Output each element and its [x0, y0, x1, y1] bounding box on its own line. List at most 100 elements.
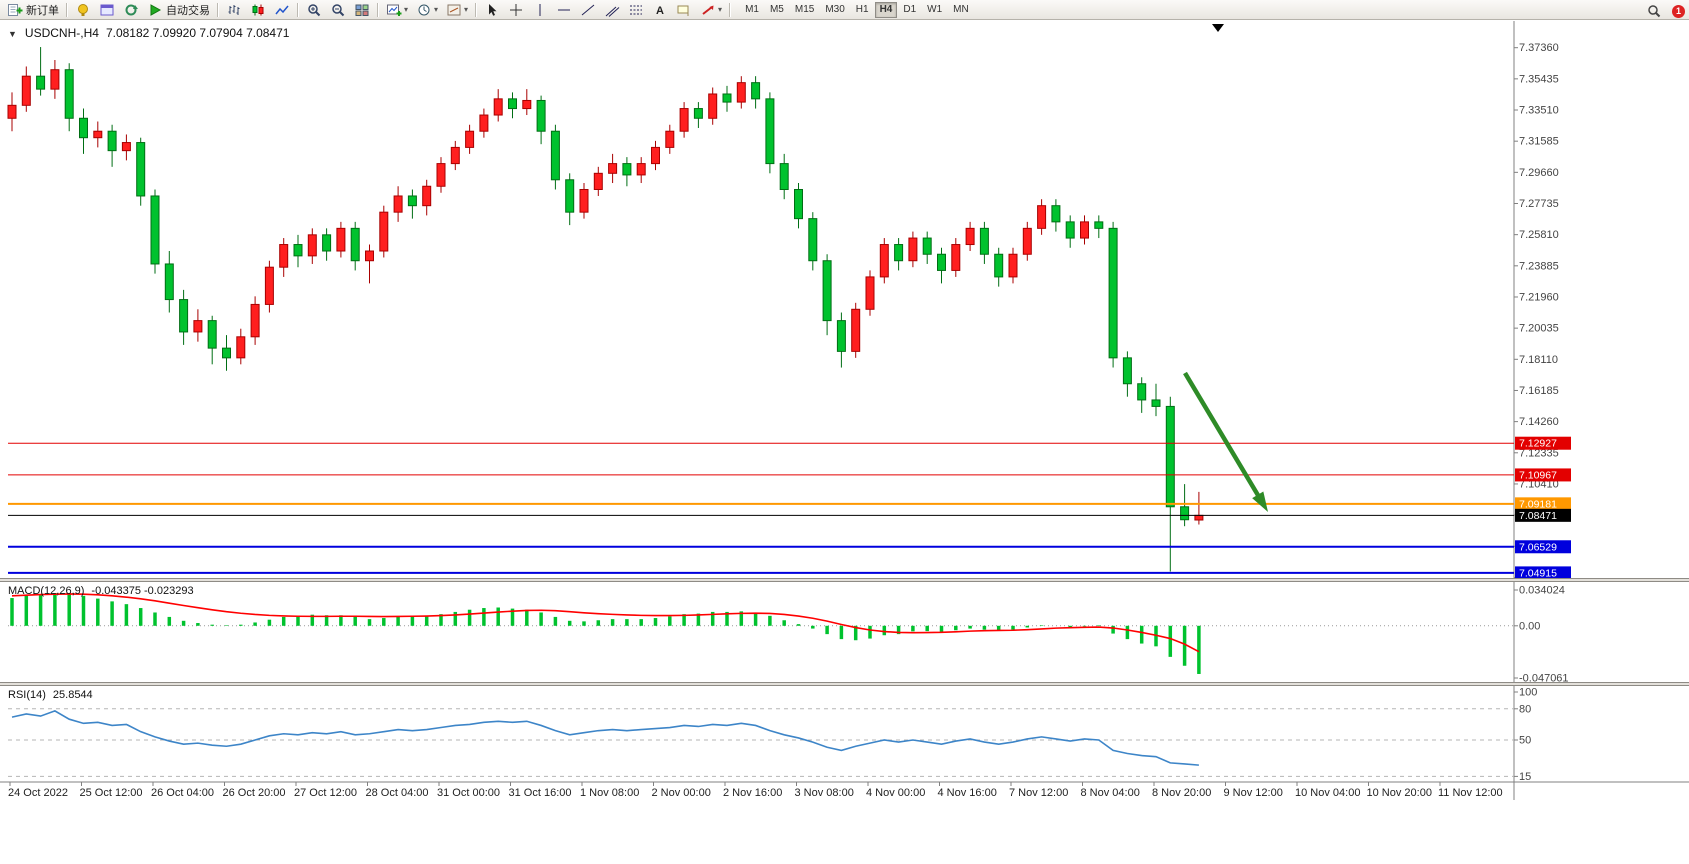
trendline-button[interactable]: [576, 1, 600, 19]
timeframe-group: M1 M5 M15 M30 H1 H4 D1 W1 MN: [740, 1, 974, 18]
toolbar-separator: [66, 2, 68, 17]
notification-badge[interactable]: 1: [1672, 4, 1685, 18]
macd-title: MACD(12,26,9): [8, 585, 85, 597]
text-button[interactable]: A: [648, 1, 672, 19]
autotrading-button-label: 自动交易: [166, 4, 210, 17]
lamp-icon: [75, 3, 91, 17]
symbol-period-label: USDCNH-,H4: [24, 26, 99, 40]
svg-text:11 Nov 12:00: 11 Nov 12:00: [1438, 787, 1503, 799]
template-icon: [446, 3, 462, 17]
channel-icon: [604, 3, 620, 17]
zoom-in-icon: [306, 3, 322, 17]
timeframe-m1-button[interactable]: M1: [740, 2, 764, 18]
bars-icon: [226, 3, 242, 17]
timeframe-d1-button[interactable]: D1: [898, 2, 921, 18]
search-button[interactable]: [1642, 2, 1666, 20]
rsi-title: RSI(14): [8, 689, 46, 701]
toolbar-buttons: 新订单 自动交易 ▾ ▾ ▾ A ▾: [3, 1, 734, 19]
play-icon: [147, 3, 163, 17]
svg-text:7.31585: 7.31585: [1519, 136, 1559, 148]
horizontal-line-button[interactable]: [552, 1, 576, 19]
timeframe-m5-button[interactable]: M5: [765, 2, 789, 18]
new-order-icon: [7, 3, 23, 17]
svg-text:7.18110: 7.18110: [1519, 354, 1558, 366]
toolbar-separator: [475, 2, 478, 17]
panel-separator[interactable]: [0, 578, 1689, 582]
crosshair-button[interactable]: [504, 1, 528, 19]
toolbar-separator: [297, 2, 299, 17]
templates-button[interactable]: ▾: [442, 1, 472, 19]
svg-text:7.06529: 7.06529: [1519, 541, 1557, 553]
svg-text:26 Oct 04:00: 26 Oct 04:00: [151, 787, 214, 799]
zoom-in-button[interactable]: [302, 1, 326, 19]
svg-text:31 Oct 00:00: 31 Oct 00:00: [437, 787, 500, 799]
timeframe-h1-button[interactable]: H1: [851, 2, 874, 18]
bar-chart-button[interactable]: [222, 1, 246, 19]
crosshair-icon: [508, 3, 524, 17]
arrows-button[interactable]: ▾: [696, 1, 726, 19]
svg-text:24 Oct 2022: 24 Oct 2022: [8, 787, 68, 799]
current-price-line-price-tag: 7.08471: [1515, 508, 1571, 522]
collapse-arrow-icon[interactable]: ▼: [8, 29, 17, 39]
svg-text:25 Oct 12:00: 25 Oct 12:00: [80, 787, 143, 799]
timeframe-m15-button[interactable]: M15: [790, 2, 819, 18]
svg-text:7.35435: 7.35435: [1519, 73, 1559, 85]
new-chart-icon: [386, 3, 402, 17]
arrow-icon: [700, 3, 716, 17]
panel-icon: [99, 3, 115, 17]
new-order-button-label: 新订单: [26, 4, 59, 17]
label-icon: [676, 3, 692, 17]
vertical-line-button[interactable]: [528, 1, 552, 19]
candlestick-chart-button[interactable]: [246, 1, 270, 19]
tile-windows-button[interactable]: [350, 1, 374, 19]
autotrading-button[interactable]: 自动交易: [143, 1, 214, 19]
fibonacci-button[interactable]: [624, 1, 648, 19]
navigator-button[interactable]: [119, 1, 143, 19]
svg-text:7.14260: 7.14260: [1519, 416, 1559, 428]
timeframe-m30-button[interactable]: M30: [820, 2, 849, 18]
svg-text:50: 50: [1519, 735, 1531, 747]
svg-text:4 Nov 16:00: 4 Nov 16:00: [938, 787, 997, 799]
data-window-button[interactable]: [95, 1, 119, 19]
vline-icon: [532, 3, 548, 17]
trend-arrow-annotation[interactable]: [1183, 371, 1268, 512]
svg-text:26 Oct 20:00: 26 Oct 20:00: [223, 787, 286, 799]
resistance-line-2-price-tag: 7.10967: [1515, 468, 1571, 482]
hline-icon: [556, 3, 572, 17]
time-axis[interactable]: 24 Oct 2022 25 Oct 12:00 26 Oct 04:00 26 Oc…: [8, 782, 1503, 799]
svg-text:4 Nov 00:00: 4 Nov 00:00: [866, 787, 925, 799]
tile-icon: [354, 3, 370, 17]
line-chart-button[interactable]: [270, 1, 294, 19]
zoom-out-button[interactable]: [326, 1, 350, 19]
svg-text:28 Oct 04:00: 28 Oct 04:00: [366, 787, 429, 799]
market-watch-button[interactable]: [71, 1, 95, 19]
cursor-button[interactable]: [480, 1, 504, 19]
svg-text:7.21960: 7.21960: [1519, 291, 1559, 303]
timeframe-h4-button[interactable]: H4: [874, 1, 898, 18]
linechart-icon: [274, 3, 290, 17]
timeframe-mn-button[interactable]: MN: [948, 2, 974, 18]
chevron-down-icon: ▾: [718, 5, 723, 14]
new-chart-button[interactable]: ▾: [382, 1, 412, 19]
chart-shift-marker[interactable]: [1212, 24, 1224, 32]
chart-header: ▼ USDCNH-,H4 7.08182 7.09920 7.07904 7.0…: [8, 26, 289, 40]
svg-text:7.33510: 7.33510: [1519, 105, 1559, 117]
periods-button[interactable]: ▾: [412, 1, 442, 19]
macd-axis[interactable]: 0.034024 0.00 -0.047061: [1514, 585, 1569, 685]
panel-separator[interactable]: [0, 682, 1689, 686]
support-line-2-price-tag: 7.04915: [1515, 566, 1571, 580]
rsi-axis[interactable]: 100 80 50 15: [1514, 687, 1537, 783]
macd-signal-line: [11, 593, 1200, 653]
timeframe-w1-button[interactable]: W1: [922, 2, 947, 18]
svg-text:-0.047061: -0.047061: [1519, 673, 1569, 685]
channel-button[interactable]: [600, 1, 624, 19]
svg-text:7.16185: 7.16185: [1519, 385, 1559, 397]
rsi-value: 25.8544: [52, 689, 93, 701]
svg-text:1 Nov 08:00: 1 Nov 08:00: [580, 787, 639, 799]
new-order-button[interactable]: 新订单: [3, 1, 63, 19]
zoom-out-icon: [330, 3, 346, 17]
pivot-line-price-tag: 7.09181: [1515, 497, 1571, 511]
text-label-button[interactable]: [672, 1, 696, 19]
